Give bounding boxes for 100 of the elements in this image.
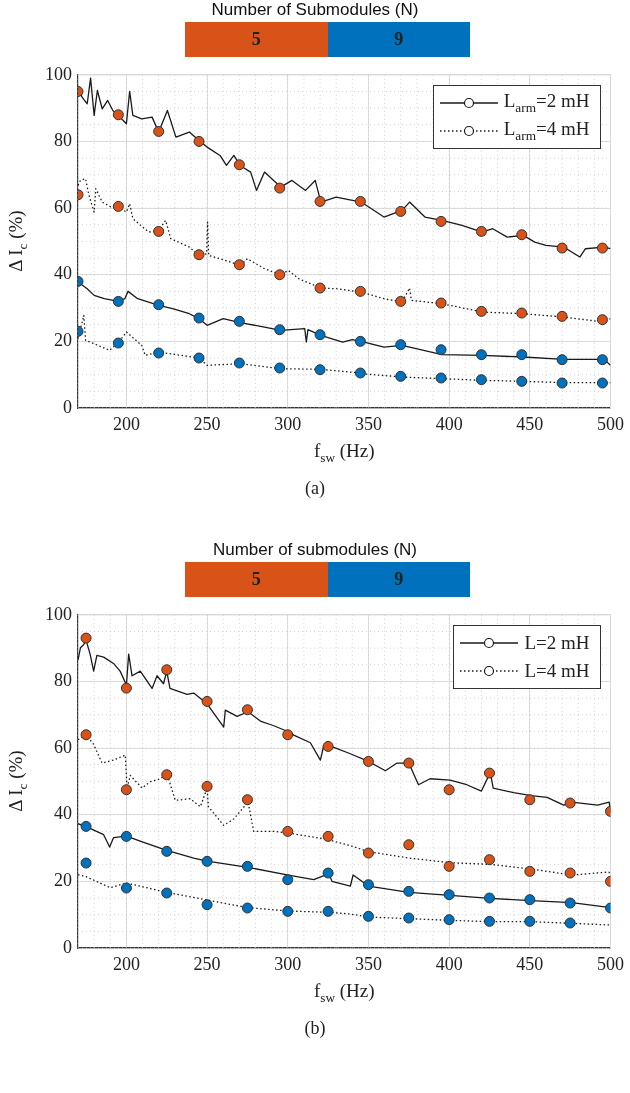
point	[120, 682, 132, 694]
point	[362, 847, 374, 859]
point	[362, 910, 374, 922]
point	[322, 905, 334, 917]
point	[201, 695, 213, 707]
point	[516, 307, 528, 319]
point	[524, 865, 536, 877]
legend-title: Number of submodules (N)	[211, 540, 419, 560]
point	[282, 729, 294, 741]
x-tick-label: 350	[354, 413, 382, 434]
legend-title: Number of Submodules (N)	[210, 0, 420, 20]
x-tick-label: 450	[516, 953, 544, 974]
point	[274, 182, 286, 194]
point	[282, 825, 294, 837]
point	[233, 159, 245, 171]
x-tick-label: 400	[435, 413, 463, 434]
point	[80, 632, 92, 644]
point	[354, 195, 366, 207]
point	[314, 195, 326, 207]
point	[483, 854, 495, 866]
point	[201, 899, 213, 911]
y-tick-label: 100	[45, 63, 72, 84]
point	[274, 362, 286, 374]
point	[314, 282, 326, 294]
point	[395, 205, 407, 217]
point	[233, 315, 245, 327]
point	[403, 839, 415, 851]
point	[80, 729, 92, 741]
point	[282, 874, 294, 886]
legend-label: L$_{arm}$=2 mH	[503, 89, 590, 116]
point	[403, 912, 415, 924]
point	[354, 285, 366, 297]
point	[596, 354, 608, 366]
point	[395, 339, 407, 351]
point	[193, 352, 205, 364]
point	[80, 820, 92, 832]
point	[435, 215, 447, 227]
point	[443, 889, 455, 901]
point	[556, 377, 568, 389]
y-tick-label: 80	[54, 670, 72, 691]
point	[443, 860, 455, 872]
point	[556, 242, 568, 254]
point	[395, 370, 407, 382]
point	[524, 794, 536, 806]
text: (b)	[303, 1018, 327, 1039]
point	[443, 914, 455, 926]
point	[314, 364, 326, 376]
point	[282, 905, 294, 917]
point	[403, 885, 415, 897]
point	[193, 249, 205, 261]
x-tick-label: 250	[193, 413, 221, 434]
point	[274, 269, 286, 281]
x-tick-label: 450	[516, 413, 544, 434]
point	[241, 902, 253, 914]
point	[153, 347, 165, 359]
y-tick-label: 20	[54, 870, 72, 891]
point	[435, 297, 447, 309]
point	[475, 225, 487, 237]
point	[596, 377, 608, 389]
y-tick-label: 40	[54, 263, 72, 284]
point	[564, 917, 576, 929]
x-tick-label: 250	[193, 953, 221, 974]
point	[475, 305, 487, 317]
y-tick-label: 100	[45, 603, 72, 624]
point	[395, 295, 407, 307]
point	[241, 704, 253, 716]
point	[201, 780, 213, 792]
point	[435, 372, 447, 384]
point	[403, 757, 415, 769]
point	[201, 855, 213, 867]
point	[564, 867, 576, 879]
text: (a)	[304, 478, 326, 499]
text: 9	[327, 22, 470, 57]
point	[524, 915, 536, 927]
y-tick-label: 0	[63, 936, 72, 957]
x-tick-label: 200	[112, 953, 140, 974]
point	[322, 830, 334, 842]
point	[483, 892, 495, 904]
point	[161, 769, 173, 781]
point	[322, 867, 334, 879]
legend-label: L$_{arm}$=4 mH	[503, 117, 590, 144]
point	[80, 857, 92, 869]
point	[153, 225, 165, 237]
point	[435, 344, 447, 356]
legend-label: L=4 mH	[524, 659, 590, 682]
y-tick-label: 60	[54, 196, 72, 217]
point	[354, 367, 366, 379]
point	[161, 664, 173, 676]
point	[475, 349, 487, 361]
point	[241, 860, 253, 872]
point	[362, 755, 374, 767]
x-axis-title: f$_{sw}$ (Hz)	[312, 440, 376, 466]
point	[153, 299, 165, 311]
x-tick-label: 500	[597, 413, 624, 434]
point	[112, 200, 124, 212]
point	[193, 312, 205, 324]
y-tick-label: 60	[54, 736, 72, 757]
x-tick-label: 300	[274, 413, 302, 434]
point	[354, 335, 366, 347]
point	[556, 354, 568, 366]
